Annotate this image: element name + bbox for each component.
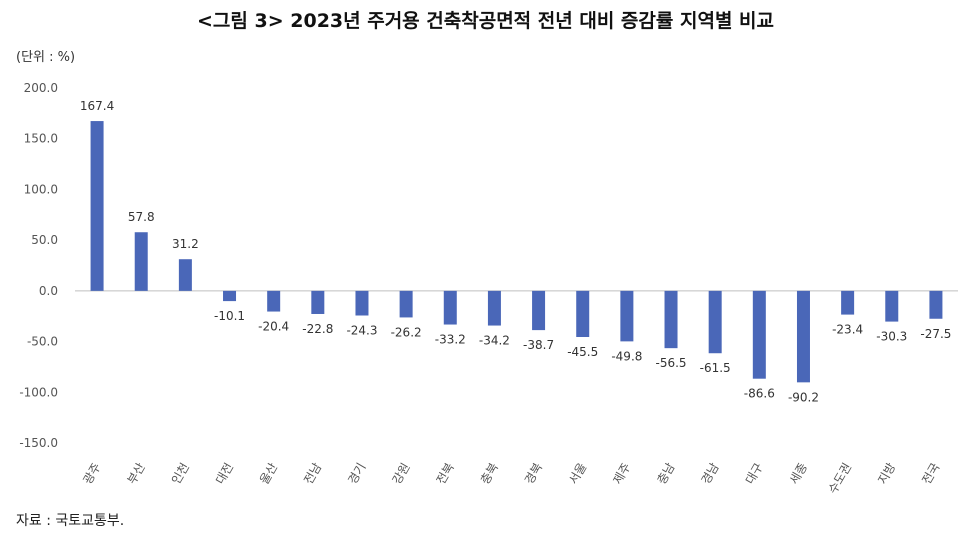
- data-label: -20.4: [258, 320, 289, 334]
- bar: [311, 290, 325, 314]
- x-category-label: 서울: [566, 461, 589, 487]
- chart-title: <그림 3> 2023년 주거용 건축착공면적 전년 대비 증감률 지역별 비교: [197, 10, 774, 32]
- unit-label: (단위 : %): [16, 50, 76, 65]
- bar: [487, 290, 501, 326]
- data-label: -38.7: [523, 338, 554, 352]
- x-category-label: 지방: [875, 461, 898, 487]
- x-category-label: 경남: [699, 461, 722, 487]
- y-tick-label: 0.0: [39, 284, 58, 298]
- x-category-label: 대구: [743, 461, 766, 487]
- bar: [708, 290, 722, 354]
- data-label: -23.4: [832, 323, 863, 337]
- data-label: -10.1: [214, 309, 245, 323]
- bar: [532, 290, 546, 331]
- source-note: 자료 : 국토교통부.: [16, 513, 125, 529]
- data-label: -34.2: [479, 334, 510, 348]
- bar: [443, 290, 457, 325]
- x-category-label: 부산: [125, 461, 148, 487]
- data-label: -24.3: [346, 324, 377, 338]
- data-label: -27.5: [920, 327, 951, 341]
- x-category-label: 경기: [345, 461, 368, 487]
- data-label: -86.6: [744, 387, 775, 401]
- data-label: 57.8: [128, 210, 155, 224]
- x-category-label: 충남: [654, 461, 677, 487]
- y-tick-label: 50.0: [31, 233, 58, 247]
- data-label: -33.2: [435, 333, 466, 347]
- bar: [90, 121, 104, 291]
- data-label: -90.2: [788, 390, 819, 404]
- data-label: -45.5: [567, 345, 598, 359]
- x-category-label: 제주: [610, 461, 633, 487]
- y-tick-label: 100.0: [24, 182, 58, 196]
- y-tick-label: -100.0: [19, 385, 58, 399]
- data-label: -49.8: [611, 349, 642, 363]
- x-category-label: 인천: [168, 460, 192, 487]
- x-category-label: 전남: [301, 461, 324, 487]
- y-tick-label: -150.0: [19, 436, 58, 450]
- bar: [576, 290, 590, 338]
- x-category-label: 울산: [257, 461, 280, 487]
- bar: [796, 290, 810, 383]
- bar: [399, 290, 413, 318]
- bar: [178, 259, 192, 291]
- bar: [620, 290, 634, 342]
- data-label: -22.8: [302, 322, 333, 336]
- x-category-label: 충북: [478, 461, 501, 487]
- x-category-label: 수도권: [826, 461, 855, 497]
- data-label: -26.2: [391, 325, 422, 339]
- bar: [267, 290, 281, 312]
- data-label: -30.3: [876, 330, 907, 344]
- bar: [355, 290, 369, 316]
- x-category-label: 세종: [787, 461, 810, 487]
- bar: [664, 290, 678, 349]
- bar: [752, 290, 766, 379]
- bar: [223, 290, 237, 302]
- data-label: 31.2: [172, 237, 199, 251]
- data-label: 167.4: [80, 99, 114, 113]
- bar: [929, 290, 943, 319]
- x-category-label: 전국: [919, 461, 942, 487]
- data-label: -61.5: [700, 361, 731, 375]
- y-tick-label: 200.0: [24, 81, 58, 95]
- bar: [841, 290, 855, 315]
- x-category-label: 대전: [213, 461, 236, 487]
- x-category-label: 전북: [434, 461, 457, 487]
- bar: [134, 232, 148, 291]
- y-tick-label: -50.0: [27, 335, 58, 349]
- x-category-label: 광주: [81, 461, 104, 487]
- bar: [885, 290, 899, 322]
- x-category-label: 경북: [522, 461, 545, 487]
- x-category-label: 강원: [390, 461, 413, 487]
- data-label: -56.5: [655, 356, 686, 370]
- y-tick-label: 150.0: [24, 132, 58, 146]
